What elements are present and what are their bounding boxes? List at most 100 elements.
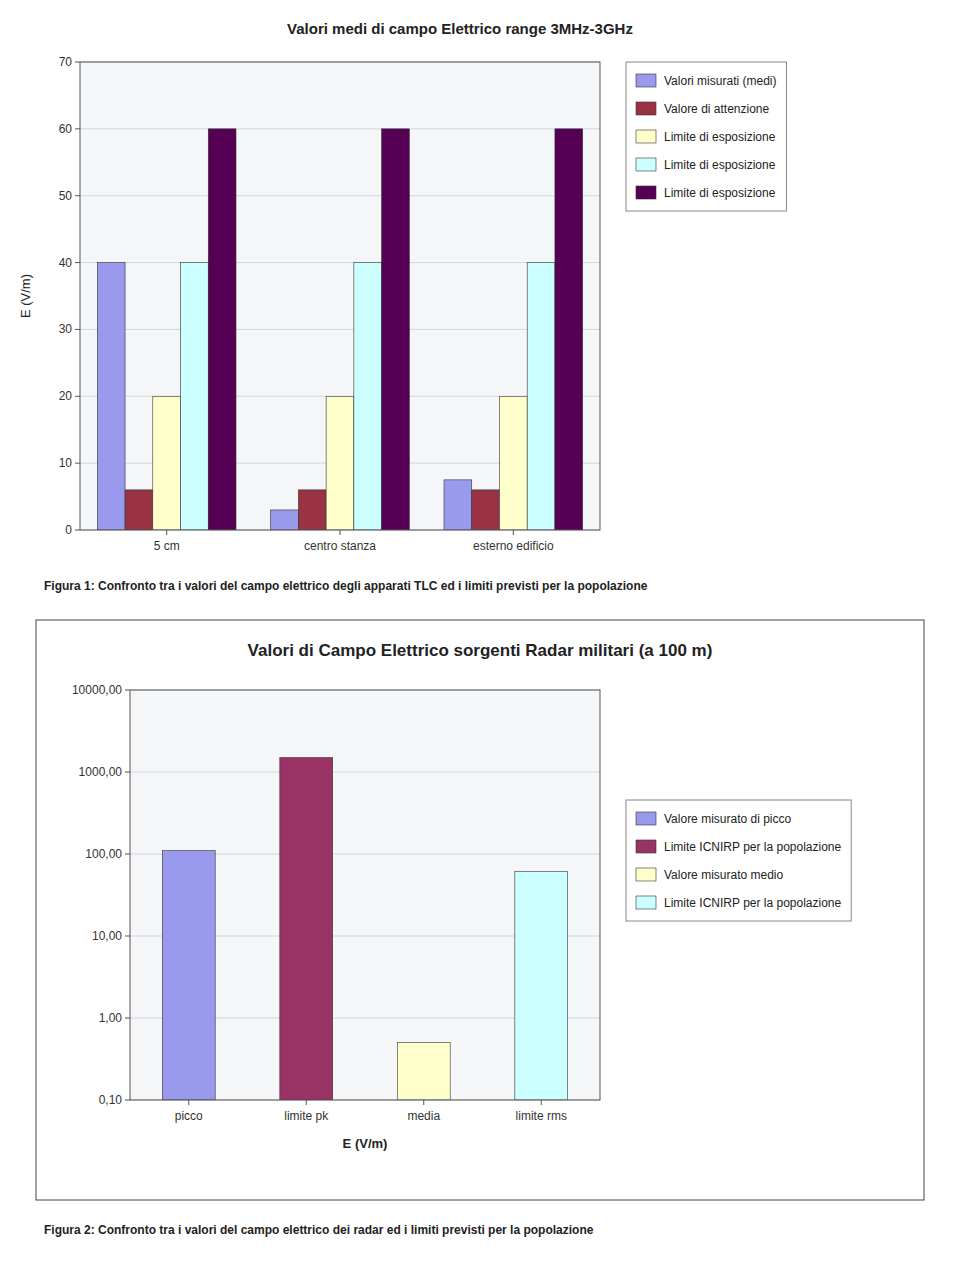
chart-0: Valori medi di campo Elettrico range 3MH… bbox=[18, 20, 786, 593]
y-axis: 010203040506070 bbox=[59, 55, 600, 537]
legend-swatch bbox=[636, 840, 656, 853]
plot-frame bbox=[130, 690, 600, 1100]
x-axis: 5 cm centro stanza esterno edificio bbox=[154, 530, 554, 553]
legend-swatch bbox=[636, 74, 656, 87]
x-tick-label: 5 cm bbox=[154, 539, 180, 553]
grid-line bbox=[80, 128, 600, 129]
y-axis-label: E (V/m) bbox=[18, 274, 33, 318]
y-tick bbox=[125, 1100, 130, 1101]
bar bbox=[153, 396, 181, 530]
bar bbox=[280, 758, 333, 1100]
y-tick bbox=[75, 396, 80, 397]
bar bbox=[397, 1043, 450, 1100]
bars bbox=[97, 129, 582, 530]
bar bbox=[97, 263, 125, 530]
y-tick bbox=[75, 195, 80, 196]
x-tick-label: limite rms bbox=[516, 1109, 567, 1123]
y-tick-label: 0,10 bbox=[99, 1093, 123, 1107]
chart-1: Valori di Campo Elettrico sorgenti Radar… bbox=[36, 620, 924, 1237]
y-tick-label: 10000,00 bbox=[72, 683, 122, 697]
y-tick bbox=[125, 690, 130, 691]
legend-label: Valore di attenzione bbox=[664, 102, 770, 116]
y-tick bbox=[75, 62, 80, 63]
legend-label: Limite di esposizione bbox=[664, 130, 776, 144]
bar bbox=[472, 490, 500, 530]
y-tick bbox=[125, 1018, 130, 1019]
y-axis: 0,10 1,00 10,00 100,00 1000,00 10000,00 bbox=[72, 683, 600, 1107]
caption: Figura 1: Confronto tra i valori del cam… bbox=[44, 579, 648, 593]
bar bbox=[326, 396, 354, 530]
grid-line bbox=[80, 262, 600, 263]
legend-label: Valore misurato di picco bbox=[664, 812, 791, 826]
x-tick bbox=[423, 1100, 424, 1105]
y-tick bbox=[75, 128, 80, 129]
plot-background bbox=[130, 690, 600, 1100]
legend-swatch bbox=[636, 896, 656, 909]
y-tick-label: 30 bbox=[59, 322, 73, 336]
x-axis-label: E (V/m) bbox=[343, 1136, 388, 1151]
x-tick-label: limite pk bbox=[284, 1109, 329, 1123]
y-tick-label: 60 bbox=[59, 122, 73, 136]
x-tick-label: picco bbox=[175, 1109, 203, 1123]
legend-swatch bbox=[636, 158, 656, 171]
legend-label: Limite di esposizione bbox=[664, 158, 776, 172]
bar bbox=[298, 490, 326, 530]
legend: Valori misurati (medi) Valore di attenzio… bbox=[626, 62, 786, 211]
legend-label: Limite di esposizione bbox=[664, 186, 776, 200]
grid-line bbox=[80, 329, 600, 330]
y-tick-label: 1000,00 bbox=[79, 765, 123, 779]
figure-box bbox=[36, 620, 924, 1200]
y-tick-label: 10 bbox=[59, 456, 73, 470]
legend-frame bbox=[626, 800, 851, 921]
legend-swatch bbox=[636, 868, 656, 881]
y-tick bbox=[75, 463, 80, 464]
bar bbox=[271, 510, 299, 530]
bars bbox=[162, 758, 567, 1100]
legend-swatch bbox=[636, 812, 656, 825]
y-tick-label: 100,00 bbox=[85, 847, 122, 861]
plot-background bbox=[80, 62, 600, 530]
bar bbox=[162, 851, 215, 1100]
y-tick-label: 1,00 bbox=[99, 1011, 123, 1025]
y-tick-label: 10,00 bbox=[92, 929, 122, 943]
legend-label: Limite ICNIRP per la popolazione bbox=[664, 896, 842, 910]
grid-line bbox=[130, 772, 600, 773]
bar bbox=[499, 396, 527, 530]
chart-title: Valori medi di campo Elettrico range 3MH… bbox=[287, 20, 633, 37]
bar bbox=[208, 129, 236, 530]
legend-label: Limite ICNIRP per la popolazione bbox=[664, 840, 842, 854]
x-tick bbox=[513, 530, 514, 535]
bar bbox=[515, 872, 568, 1100]
legend-swatch bbox=[636, 130, 656, 143]
page: {"chart_data": [ {"type": "bar", "title"… bbox=[0, 0, 960, 1276]
legend: Valore misurato di picco Limite ICNIRP pe… bbox=[626, 800, 851, 921]
y-tick-label: 40 bbox=[59, 256, 73, 270]
y-tick bbox=[75, 262, 80, 263]
x-tick bbox=[541, 1100, 542, 1105]
legend-label: Valori misurati (medi) bbox=[664, 74, 776, 88]
x-axis: piccolimite pkmedialimite rms bbox=[175, 1100, 567, 1123]
y-tick-label: 0 bbox=[65, 523, 72, 537]
legend-swatch bbox=[636, 186, 656, 199]
y-tick-label: 50 bbox=[59, 189, 73, 203]
x-tick bbox=[340, 530, 341, 535]
x-tick bbox=[306, 1100, 307, 1105]
y-tick-label: 20 bbox=[59, 389, 73, 403]
bar bbox=[382, 129, 410, 530]
chart-title: Valori di Campo Elettrico sorgenti Radar… bbox=[248, 641, 713, 660]
bar bbox=[527, 263, 555, 530]
chart-canvas: Valori medi di campo Elettrico range 3MH… bbox=[0, 0, 960, 1276]
plot-frame bbox=[80, 62, 600, 530]
y-tick bbox=[125, 936, 130, 937]
y-tick bbox=[125, 772, 130, 773]
legend-frame bbox=[626, 62, 786, 211]
x-tick-label: esterno edificio bbox=[473, 539, 554, 553]
bar bbox=[125, 490, 153, 530]
y-tick bbox=[75, 329, 80, 330]
bar bbox=[555, 129, 583, 530]
x-tick-label: centro stanza bbox=[304, 539, 376, 553]
x-tick bbox=[188, 1100, 189, 1105]
legend-label: Valore misurato medio bbox=[664, 868, 783, 882]
legend-swatch bbox=[636, 102, 656, 115]
x-tick bbox=[166, 530, 167, 535]
